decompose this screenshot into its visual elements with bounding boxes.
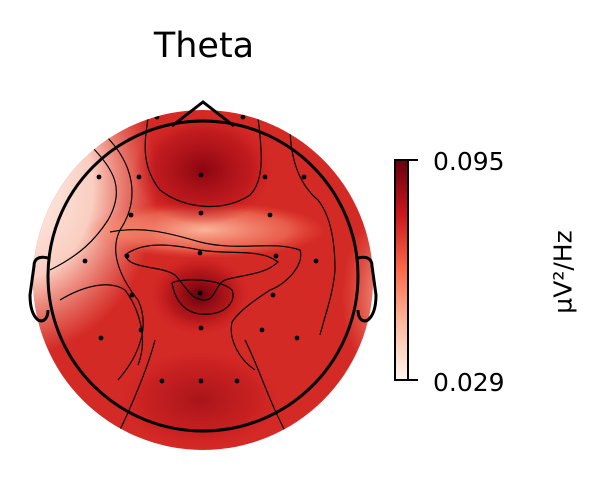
left-ear-icon (28, 255, 50, 323)
contour-left-2 (104, 134, 144, 381)
electrode (273, 253, 279, 259)
contour-left-1 (49, 144, 117, 271)
electrode (98, 335, 104, 341)
electrode (159, 378, 165, 384)
electrode (138, 327, 144, 333)
right-ear-icon (356, 255, 378, 323)
electrode (136, 174, 142, 180)
head-outline (28, 100, 378, 433)
electrode (267, 212, 273, 218)
electrode (128, 212, 134, 218)
colorbar-unit-label: µV²/Hz (548, 230, 578, 314)
field-band (85, 202, 325, 258)
head-circle (46, 119, 360, 433)
colorbar (394, 159, 418, 381)
electrode (234, 378, 240, 384)
electrode (154, 114, 160, 120)
contour-right-1 (289, 124, 336, 336)
electrode (129, 292, 135, 298)
electrode (262, 174, 268, 180)
electrode (313, 258, 319, 264)
electrode (197, 290, 203, 296)
electrode (198, 378, 204, 384)
electrode (301, 174, 307, 180)
topomap-field (33, 110, 373, 450)
contour-lines (49, 117, 336, 441)
contour-ring (109, 229, 302, 371)
nose-icon (171, 100, 235, 128)
electrode (259, 327, 265, 333)
contour-band (124, 244, 279, 301)
contour-front (144, 117, 262, 208)
electrode-markers (82, 114, 319, 384)
electrode (198, 210, 204, 216)
electrode (124, 253, 130, 259)
colorbar-tick-label-max: 0.095 (433, 147, 505, 176)
contour-back-right (244, 339, 291, 441)
contour-center (171, 279, 234, 315)
electrode (96, 174, 102, 180)
electrode (197, 250, 203, 256)
electrode (294, 335, 300, 341)
electrode (82, 258, 88, 264)
contour-left-3 (59, 284, 144, 366)
electrode (198, 172, 204, 178)
electrode (270, 292, 276, 298)
colorbar-tick-label-min: 0.029 (433, 368, 505, 397)
contour-back-left (114, 339, 156, 441)
field-front-peak (133, 115, 273, 225)
electrode (240, 114, 246, 120)
colorbar-gradient (394, 159, 409, 381)
electrode (198, 325, 204, 331)
chart-title: Theta (153, 26, 255, 66)
